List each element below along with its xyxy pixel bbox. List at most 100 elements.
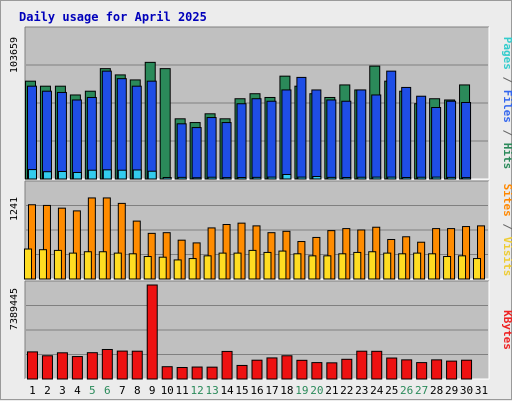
bar-pages-day-3 (57, 170, 67, 180)
y-tick-label: 103659 (9, 37, 20, 73)
legend-entry: Pages (501, 37, 512, 70)
bar-files-day-17 (266, 100, 277, 180)
bar-files-day-28 (431, 107, 442, 180)
bar-pages-day-24 (372, 176, 382, 180)
bar-kbytes-day-6 (101, 348, 113, 380)
bar-sites-day-24 (368, 251, 377, 280)
bar-files-day-8 (131, 85, 142, 180)
bar-kbytes-day-25 (386, 357, 398, 380)
bar-kbytes-day-28 (431, 359, 443, 380)
bar-pages-day-21 (327, 176, 337, 180)
legend-entry: Hits (501, 143, 512, 170)
x-tick-label-day-14: 14 (220, 384, 234, 397)
panel-legend: Sites / Visits (501, 184, 512, 277)
bar-sites-day-11 (173, 259, 182, 280)
x-tick-label-day-20: 20 (310, 384, 323, 397)
x-tick-label-day-1: 1 (29, 384, 36, 397)
bar-files-day-30 (461, 101, 472, 180)
bar-pages-day-27 (417, 176, 427, 180)
bar-pages-day-6 (102, 169, 112, 180)
bar-sites-day-23 (353, 251, 362, 280)
x-tick-label-day-9: 9 (149, 384, 156, 397)
bar-files-day-25 (386, 70, 397, 180)
bar-sites-day-3 (53, 249, 62, 280)
bar-files-day-26 (401, 86, 412, 180)
bar-sites-day-8 (128, 253, 137, 280)
bar-kbytes-day-26 (401, 359, 413, 380)
bar-pages-day-17 (267, 176, 277, 180)
bar-kbytes-day-3 (56, 352, 68, 380)
bar-pages-day-16 (252, 176, 262, 180)
bar-sites-day-16 (248, 249, 257, 280)
bar-sites-day-7 (113, 252, 122, 280)
y-tick-label: 1241 (9, 197, 20, 221)
bar-files-day-15 (236, 103, 247, 180)
bar-pages-day-2 (42, 171, 52, 180)
x-tick-label-day-15: 15 (235, 384, 248, 397)
bar-kbytes-day-10 (161, 366, 173, 380)
bar-kbytes-day-5 (86, 352, 98, 380)
x-tick-label-day-8: 8 (134, 384, 141, 397)
bar-kbytes-day-21 (326, 362, 338, 380)
bar-pages-day-12 (192, 177, 202, 180)
bar-files-day-29 (446, 100, 457, 180)
x-tick-label-day-21: 21 (325, 384, 338, 397)
x-tick-label-day-2: 2 (44, 384, 51, 397)
bar-sites-day-31 (473, 258, 482, 280)
bar-kbytes-day-2 (41, 355, 53, 380)
bar-pages-day-29 (447, 176, 457, 180)
bar-kbytes-day-14 (221, 350, 233, 380)
bar-sites-day-20 (308, 255, 317, 280)
bar-kbytes-day-20 (311, 362, 323, 380)
legend-entry: / (501, 123, 512, 143)
bar-files-day-4 (71, 99, 82, 180)
series-kbytes (26, 284, 473, 380)
bar-kbytes-day-12 (191, 366, 203, 380)
bar-sites-day-17 (263, 251, 272, 280)
bar-kbytes-day-11 (176, 366, 188, 380)
x-tick-label-day-30: 30 (460, 384, 473, 397)
series-pages (27, 169, 472, 180)
bar-kbytes-day-30 (461, 359, 473, 380)
x-tick-label-day-13: 13 (205, 384, 218, 397)
bar-sites-day-29 (443, 256, 452, 280)
bar-sites-day-12 (188, 258, 197, 280)
bar-kbytes-day-15 (236, 364, 248, 380)
bar-kbytes-day-7 (116, 350, 128, 380)
bar-sites-day-22 (338, 253, 347, 280)
bar-pages-day-23 (357, 176, 367, 180)
x-tick-label-day-23: 23 (355, 384, 368, 397)
bar-files-day-16 (251, 98, 262, 180)
x-tick-label-day-17: 17 (265, 384, 278, 397)
bar-sites-day-10 (158, 256, 167, 280)
bar-pages-day-1 (27, 169, 37, 180)
legend-entry: Sites (501, 184, 512, 217)
legend-entry: Visits (501, 237, 512, 277)
bar-pages-day-14 (222, 177, 232, 180)
x-tick-label-day-19: 19 (295, 384, 308, 397)
x-tick-label-day-6: 6 (104, 384, 111, 397)
bar-sites-day-25 (383, 252, 392, 280)
bar-pages-day-20 (312, 175, 322, 180)
x-tick-label-day-16: 16 (250, 384, 263, 397)
bar-pages-day-7 (117, 169, 127, 180)
bar-sites-day-21 (323, 255, 332, 280)
bar-files-day-23 (356, 89, 367, 180)
bar-files-day-2 (41, 90, 52, 180)
bar-sites-day-13 (203, 255, 212, 280)
bar-sites-day-5 (83, 251, 92, 280)
bar-sites-day-6 (98, 251, 107, 280)
x-tick-label-day-24: 24 (370, 384, 384, 397)
bar-kbytes-day-23 (356, 350, 368, 380)
panel-kbytes: 7389445 KBytes (9, 280, 512, 380)
bar-files-day-3 (56, 91, 67, 180)
x-tick-label-day-12: 12 (191, 384, 204, 397)
bar-kbytes-day-22 (341, 358, 353, 380)
x-tick-label-day-3: 3 (59, 384, 66, 397)
x-tick-label-day-26: 26 (400, 384, 413, 397)
bar-pages-day-4 (72, 171, 82, 180)
bar-pages-day-9 (147, 170, 157, 180)
bar-kbytes-day-17 (266, 357, 278, 380)
x-tick-label-day-5: 5 (89, 384, 96, 397)
